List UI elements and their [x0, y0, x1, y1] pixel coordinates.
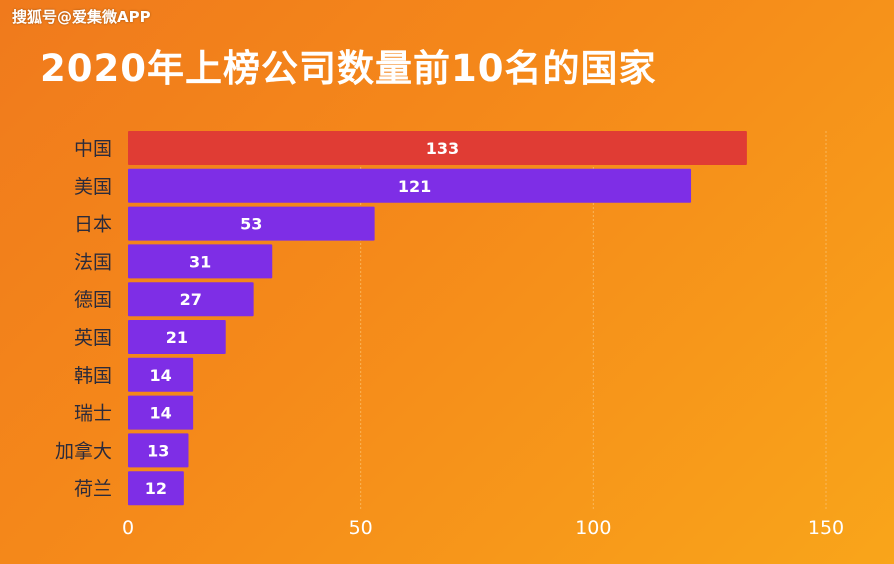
watermark: 搜狐号@爱集微APP — [12, 8, 151, 26]
data-label: 21 — [166, 328, 188, 347]
bar — [128, 357, 194, 392]
bar — [128, 471, 184, 506]
bar — [128, 206, 375, 241]
x-tick-label: 0 — [122, 517, 134, 539]
data-label: 121 — [398, 177, 431, 196]
category-label: 英国 — [74, 327, 112, 349]
data-label: 14 — [149, 366, 171, 385]
bar — [128, 244, 273, 279]
category-label: 瑞士 — [74, 403, 112, 425]
category-label: 韩国 — [74, 365, 112, 387]
category-label: 荷兰 — [74, 478, 112, 500]
x-tick-label: 100 — [575, 517, 611, 539]
data-label: 12 — [145, 479, 167, 498]
category-label: 中国 — [74, 138, 112, 160]
category-label: 法国 — [74, 251, 112, 273]
bar — [128, 131, 747, 165]
chart-title: 2020年上榜公司数量前10名的国家 — [40, 47, 657, 90]
data-label: 14 — [149, 404, 171, 423]
category-label: 美国 — [74, 176, 112, 198]
data-label: 27 — [180, 290, 202, 309]
category-label: 日本 — [74, 214, 112, 236]
bar — [128, 433, 189, 468]
data-label: 53 — [240, 215, 262, 234]
data-label: 31 — [189, 252, 211, 271]
x-tick-label: 150 — [808, 517, 844, 539]
category-label: 德国 — [74, 289, 112, 311]
x-tick-label: 50 — [349, 517, 373, 539]
bar — [128, 395, 194, 430]
data-label: 133 — [426, 139, 459, 158]
category-label: 加拿大 — [55, 439, 112, 462]
bar — [128, 282, 254, 317]
bar — [128, 320, 226, 354]
bar — [128, 168, 692, 203]
data-label: 13 — [147, 441, 169, 460]
